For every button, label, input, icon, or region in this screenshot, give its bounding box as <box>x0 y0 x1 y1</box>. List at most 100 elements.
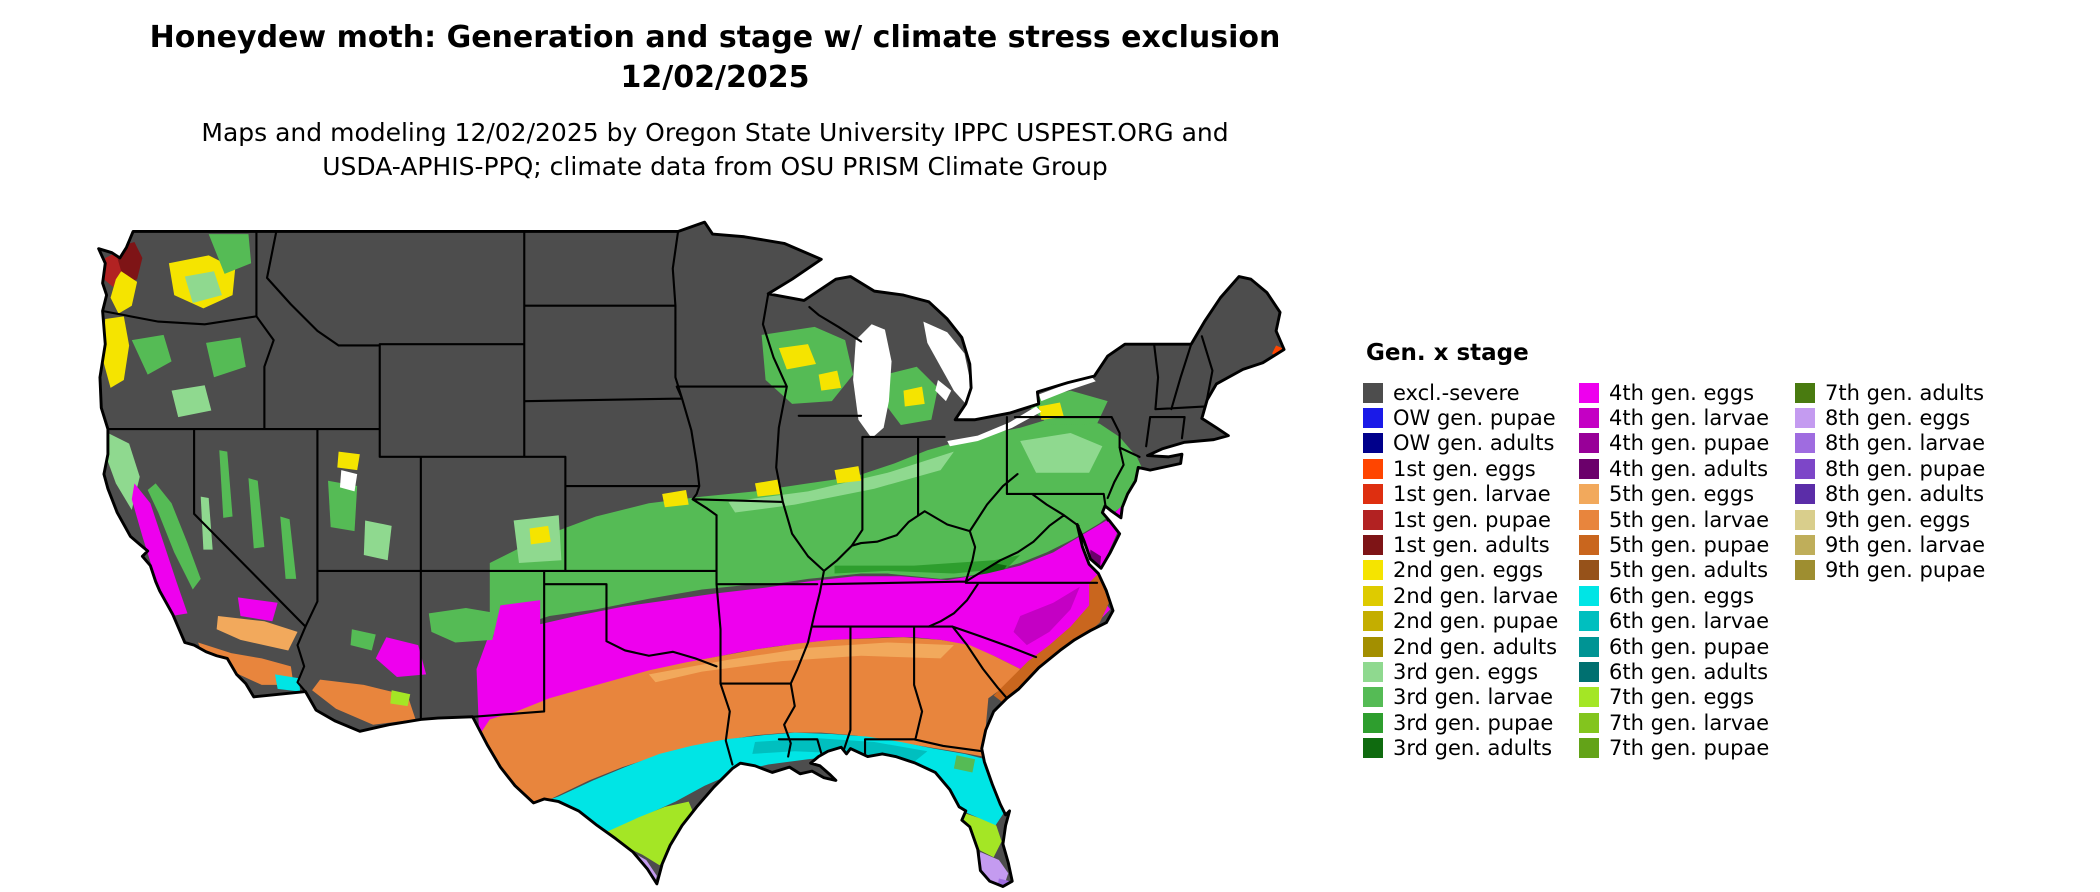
legend-label: 2nd gen. pupae <box>1393 609 1559 634</box>
legend-swatch-gen7_pupae <box>1579 738 1599 759</box>
legend-swatch-gen4_larvae <box>1579 408 1599 429</box>
legend-label: 1st gen. larvae <box>1393 482 1551 507</box>
legend-swatch-gen8_adults <box>1795 484 1815 505</box>
saginaw-bay <box>935 379 952 402</box>
region-ut-green2 <box>363 520 392 561</box>
legend-row: 9th gen. larvae <box>1795 532 2011 557</box>
legend-row: 3rd gen. larvae <box>1363 685 1579 710</box>
legend-swatch-gen6_pupae <box>1579 636 1599 657</box>
legend-label: 9th gen. pupae <box>1825 558 1986 583</box>
legend-label: 1st gen. eggs <box>1393 456 1536 481</box>
region-wi-yellow2 <box>818 370 842 391</box>
legend-label: 2nd gen. larvae <box>1393 583 1559 608</box>
legend-label: 4th gen. eggs <box>1609 380 1755 405</box>
title-block: Honeydew moth: Generation and stage w/ c… <box>0 18 1430 184</box>
legend-swatch-gen5_eggs <box>1579 484 1599 505</box>
legend-row: 1st gen. adults <box>1363 532 1579 557</box>
region-az-orange <box>312 679 416 725</box>
region-ny-yellow <box>1038 402 1064 420</box>
legend-swatch-gen6_adults <box>1579 661 1599 682</box>
legend-row: 9th gen. pupae <box>1795 558 2011 583</box>
region-mojave-magenta <box>237 597 278 622</box>
legend-swatch-gen9_larvae <box>1795 535 1815 556</box>
legend-row: 4th gen. larvae <box>1579 405 1795 430</box>
legend-row: 7th gen. pupae <box>1579 735 1795 760</box>
legend-label: 4th gen. pupae <box>1609 431 1770 456</box>
legend-swatch-gen5_pupae <box>1579 535 1599 556</box>
legend-swatch-excl_severe <box>1363 382 1383 403</box>
us-map <box>97 220 1286 888</box>
map-container <box>92 218 1292 888</box>
region-ca-foothills <box>147 483 201 590</box>
region-wa-yellow-west <box>110 271 138 314</box>
lake-michigan <box>853 324 892 439</box>
legend-swatch-gen9_pupae <box>1795 560 1815 581</box>
legend-label: 3rd gen. adults <box>1393 736 1553 761</box>
legend-swatch-gen1_larvae <box>1363 484 1383 505</box>
region-band-gen3 <box>489 417 1147 636</box>
subtitle-line1: Maps and modeling 12/02/2025 by Oregon S… <box>201 118 1229 147</box>
legend-row: 3rd gen. adults <box>1363 735 1579 760</box>
legend-swatch-gen3_pupae <box>1363 712 1383 733</box>
legend-swatch-gen1_eggs <box>1363 458 1383 479</box>
legend-row: OW gen. pupae <box>1363 405 1579 430</box>
region-nv-streak1 <box>219 450 233 518</box>
legend-row: 8th gen. larvae <box>1795 431 2011 456</box>
legend-row: 2nd gen. larvae <box>1363 583 1579 608</box>
region-gen5-light <box>648 642 954 683</box>
lakes-layer <box>339 321 1096 492</box>
legend-label: 4th gen. larvae <box>1609 406 1770 431</box>
map-fill-layers <box>98 222 1285 887</box>
legend-label: excl.-severe <box>1393 380 1520 405</box>
region-wa-green-ne <box>208 234 252 274</box>
region-band-gen5 <box>479 637 1021 810</box>
legend-row: 8th gen. adults <box>1795 482 2011 507</box>
region-or-willamette-yellow <box>102 316 130 388</box>
region-gen3-light <box>728 451 954 513</box>
region-or-green1 <box>131 334 172 375</box>
legend-column-1: excl.-severe OW gen. pupae OW gen. adults 1… <box>1363 380 1579 761</box>
legend-row: 7th gen. eggs <box>1579 685 1795 710</box>
legend-swatch-gen4_eggs <box>1579 382 1599 403</box>
legend-label: OW gen. adults <box>1393 431 1555 456</box>
region-gen8-florida <box>977 852 1009 886</box>
legend-row: excl.-severe <box>1363 380 1579 405</box>
region-ut-yellow <box>337 451 360 471</box>
legend-label: 6th gen. eggs <box>1609 583 1755 608</box>
legend-swatch-gen4_pupae <box>1579 433 1599 454</box>
region-mi-yellow <box>903 386 925 407</box>
legend-row: 8th gen. pupae <box>1795 456 2011 481</box>
region-nv-streak3 <box>280 516 297 579</box>
legend-swatch-gen3_eggs <box>1363 661 1383 682</box>
legend-swatch-gen3_larvae <box>1363 687 1383 708</box>
legend-swatch-gen4_adults <box>1579 458 1599 479</box>
legend-title: Gen. x stage <box>1366 340 1529 366</box>
region-az-magenta <box>375 637 427 677</box>
state-borders <box>101 230 1214 766</box>
legend-row: 4th gen. pupae <box>1579 431 1795 456</box>
region-band-gen4 <box>476 480 1143 776</box>
region-gen7-florida <box>953 809 1002 858</box>
legend-columns: excl.-severe OW gen. pupae OW gen. adults 1… <box>1363 380 2011 761</box>
legend-row: 6th gen. adults <box>1579 659 1795 684</box>
region-gen3-dark <box>834 554 1021 574</box>
legend-label: OW gen. pupae <box>1393 406 1556 431</box>
legend-label: 6th gen. adults <box>1609 659 1769 684</box>
legend-label: 7th gen. adults <box>1825 380 1985 405</box>
legend-label: 4th gen. adults <box>1609 456 1769 481</box>
legend-label: 7th gen. pupae <box>1609 736 1770 761</box>
legend-row: 1st gen. eggs <box>1363 456 1579 481</box>
legend-row: 9th gen. eggs <box>1795 507 2011 532</box>
legend-column-2: 4th gen. eggs 4th gen. larvae 4th gen. pup… <box>1579 380 1795 761</box>
legend-label: 6th gen. pupae <box>1609 634 1770 659</box>
legend-swatch-gen8_larvae <box>1795 433 1815 454</box>
region-plains-yellow2 <box>754 479 782 497</box>
legend-row: 6th gen. pupae <box>1579 634 1795 659</box>
legend-swatch-gen7_adults <box>1795 382 1815 403</box>
legend-swatch-gen7_eggs <box>1579 687 1599 708</box>
legend-swatch-gen2_larvae <box>1363 585 1383 606</box>
legend-swatch-gen2_adults <box>1363 636 1383 657</box>
legend-swatch-gen6_eggs <box>1579 585 1599 606</box>
legend-column-3: 7th gen. adults 8th gen. eggs 8th gen. lar… <box>1795 380 2011 583</box>
region-nm-magenta <box>492 600 541 664</box>
